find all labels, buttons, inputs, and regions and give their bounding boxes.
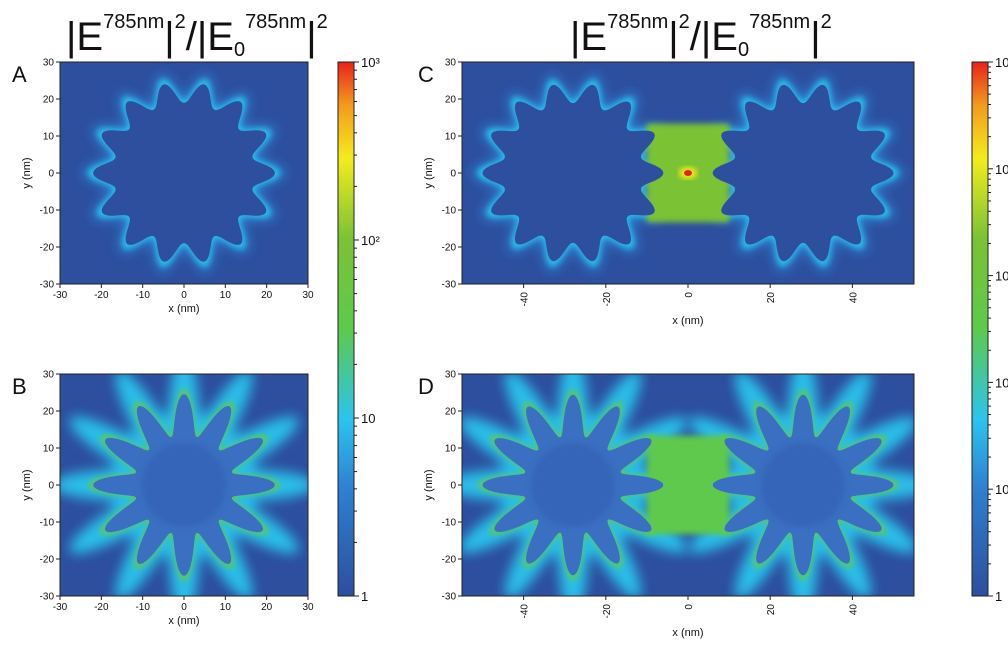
y-tick-label: -20 [40, 243, 55, 254]
y-tick-label: 10 [43, 444, 55, 455]
colorbar-tick-label: 10 [361, 411, 375, 426]
y-tick-label: 0 [48, 169, 54, 180]
y-tick-label: 20 [43, 407, 55, 418]
y-tick-label: -10 [40, 518, 55, 529]
colorbar-tick-label: 1 [995, 589, 1002, 604]
y-tick-label: -10 [40, 206, 55, 217]
y-axis-label: y (nm) [423, 157, 435, 188]
y-tick-label: -20 [40, 555, 55, 566]
x-tick-label: -20 [94, 290, 109, 301]
heatmap-a [60, 62, 308, 284]
y-axis-label: y (nm) [21, 157, 33, 188]
panel-a: -30 -20 -10 0 10 20 30 30 20 10 0 -10 -20 -30 x (nm) y … [12, 58, 314, 316]
x-tick-label: -10 [135, 290, 150, 301]
x-tick-label: 20 [261, 602, 273, 613]
y-axis-label: y (nm) [21, 469, 33, 500]
y-axis-label: y (nm) [423, 469, 435, 500]
title-left: |E785nm|2/|E0785nm|2 [66, 11, 328, 61]
y-tick-label: -30 [442, 280, 457, 291]
x-tick-label: 0 [181, 602, 187, 613]
x-tick-label: -20 [602, 292, 613, 307]
x-tick-label: 0 [684, 292, 695, 298]
y-tick-label: 0 [450, 169, 456, 180]
y-tick-label: 20 [43, 95, 55, 106]
x-axis-label: x (nm) [168, 615, 199, 627]
x-tick-label: -30 [53, 290, 68, 301]
colorbar-tick-label: 10² [995, 375, 1008, 390]
panel-c: -40 -20 0 20 40 30 20 10 0 -10 -20 -30 x (nm) y (nm) C [418, 58, 915, 327]
heatmap-b [60, 374, 308, 596]
panel-b: -30 -20 -10 0 10 20 30 30 20 10 0 -10 -20 -30 x (nm) y … [12, 370, 314, 628]
colorbar-tick-label: 10³ [361, 55, 380, 70]
y-tick-label: 10 [445, 132, 457, 143]
y-tick-label: 10 [43, 132, 55, 143]
colorbar-right: 1 10 10² 10³ 10⁴ 10⁵ [971, 55, 1008, 604]
panel-label-a: A [12, 62, 27, 87]
x-tick-label: 40 [848, 604, 859, 616]
particle-c-0 [482, 84, 664, 262]
x-tick-label: 10 [220, 602, 232, 613]
x-tick-label: -20 [602, 604, 613, 619]
x-axis-label: x (nm) [672, 315, 703, 327]
colorbar-tick-label: 10⁵ [995, 55, 1008, 70]
colorbar-tick-label: 10² [361, 233, 380, 248]
x-tick-label: 30 [302, 290, 314, 301]
y-tick-label: -20 [442, 555, 457, 566]
x-tick-label: -40 [520, 292, 531, 307]
panel-d: -40 -20 0 20 40 30 20 10 0 -10 -20 -30 x (nm) y (nm) D [418, 370, 915, 639]
y-tick-label: -20 [442, 243, 457, 254]
colorbar-tick-label: 10⁴ [995, 162, 1008, 177]
heatmap-d [462, 374, 914, 596]
colorbar-tick-label: 10 [995, 482, 1008, 497]
x-tick-label: 10 [220, 290, 232, 301]
colorbar-left: 1 10 10² 10³ [337, 55, 380, 604]
colorbar-tick-label: 1 [361, 589, 368, 604]
y-tick-label: 30 [43, 58, 55, 69]
x-tick-label: 20 [766, 604, 777, 616]
y-tick-label: 20 [445, 407, 457, 418]
x-tick-label: -40 [520, 604, 531, 619]
y-tick-label: -10 [442, 206, 457, 217]
y-tick-label: 0 [48, 481, 54, 492]
y-tick-label: 0 [450, 481, 456, 492]
x-tick-label: 40 [848, 292, 859, 304]
x-tick-label: -20 [94, 602, 109, 613]
y-tick-label: -30 [40, 592, 55, 603]
particle-c-1 [712, 84, 894, 262]
y-tick-label: -10 [442, 518, 457, 529]
panel-label-d: D [418, 374, 434, 399]
colorbar-tick-label: 10³ [995, 269, 1008, 284]
x-axis-label: x (nm) [168, 303, 199, 315]
y-tick-label: 30 [445, 370, 457, 381]
panel-label-c: C [418, 62, 434, 87]
x-tick-label: -30 [53, 602, 68, 613]
x-tick-label: 0 [684, 604, 695, 610]
y-tick-label: -30 [40, 280, 55, 291]
heatmap-c [462, 62, 914, 284]
particle-a-0 [93, 84, 275, 262]
y-tick-label: 20 [445, 95, 457, 106]
y-tick-label: -30 [442, 592, 457, 603]
x-tick-label: 0 [181, 290, 187, 301]
y-tick-label: 10 [445, 444, 457, 455]
x-axis-label: x (nm) [672, 627, 703, 639]
title-right: |E785nm|2/|E0785nm|2 [570, 11, 832, 61]
y-tick-label: 30 [43, 370, 55, 381]
x-tick-label: 20 [766, 292, 777, 304]
panel-label-b: B [12, 374, 27, 399]
x-tick-label: 20 [261, 290, 273, 301]
x-tick-label: -10 [135, 602, 150, 613]
x-tick-label: 30 [302, 602, 314, 613]
y-tick-label: 30 [445, 58, 457, 69]
